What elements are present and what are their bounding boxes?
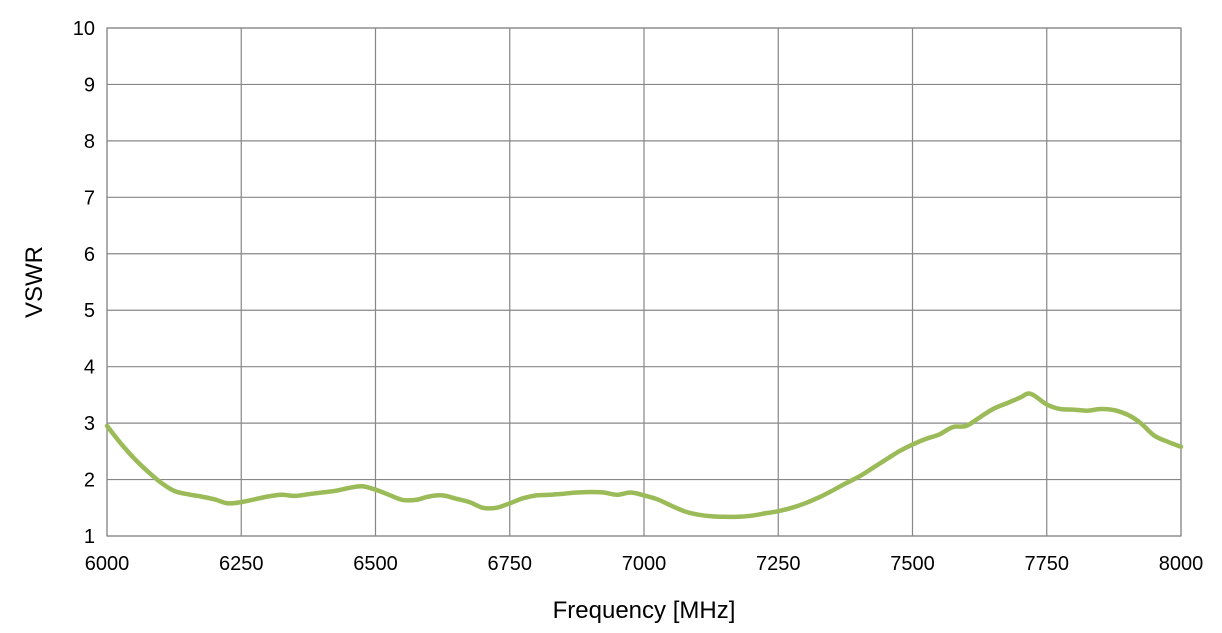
y-tick-label: 7 [84,187,95,209]
x-tick-label: 7500 [890,553,935,575]
y-tick-label: 2 [84,470,95,492]
x-tick-label: 6750 [488,553,533,575]
y-axis-title: VSWR [21,246,48,318]
x-tick-label: 6000 [85,553,130,575]
gridlines [106,27,1182,537]
vswr-series-line [104,391,1184,520]
y-tick-label: 8 [84,131,95,153]
y-tick-label: 4 [84,357,95,379]
y-tick-label: 10 [73,18,95,40]
x-axis-title: Frequency [MHz] [553,597,736,624]
plot-area [106,27,1182,537]
y-tick-label: 3 [84,413,95,435]
x-tick-label: 6250 [219,553,264,575]
y-tick-label: 9 [84,74,95,96]
y-tick-label: 5 [84,300,95,322]
y-tick-label: 6 [84,244,95,266]
series-layer [104,391,1184,520]
x-tick-label: 7250 [756,553,801,575]
y-tick-label: 1 [84,526,95,548]
y-tick-labels: 1 2 3 4 5 6 7 8 9 10 [73,18,95,548]
x-tick-label: 7000 [622,553,667,575]
x-tick-label: 6500 [353,553,398,575]
x-tick-label: 7750 [1025,553,1070,575]
x-tick-label: 8000 [1159,553,1204,575]
x-tick-labels: 6000 6250 6500 6750 7000 7250 7500 7750 8000 [85,553,1204,575]
